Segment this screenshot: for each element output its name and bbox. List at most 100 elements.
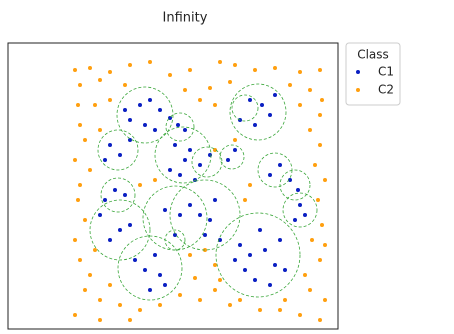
point xyxy=(128,118,132,122)
point xyxy=(178,173,182,177)
point xyxy=(178,213,182,217)
coverage-circle xyxy=(169,179,241,251)
point xyxy=(233,258,237,262)
coverage-circle xyxy=(282,192,318,228)
point xyxy=(73,158,77,162)
point xyxy=(76,103,80,107)
point xyxy=(316,198,320,202)
point xyxy=(123,108,127,112)
point xyxy=(298,103,302,107)
point xyxy=(188,68,192,72)
coverage-circle xyxy=(97,129,139,171)
point xyxy=(98,298,102,302)
point xyxy=(253,68,257,72)
point xyxy=(320,98,324,102)
point xyxy=(118,153,122,157)
point xyxy=(213,198,217,202)
point xyxy=(138,103,142,107)
coverage-circle xyxy=(191,146,223,178)
point xyxy=(198,298,202,302)
point xyxy=(73,238,77,242)
point xyxy=(148,288,152,292)
point xyxy=(158,303,162,307)
point xyxy=(218,60,222,64)
point xyxy=(193,276,197,280)
point xyxy=(308,128,312,132)
point xyxy=(203,248,207,252)
point xyxy=(108,70,112,74)
point xyxy=(98,128,102,132)
point xyxy=(208,218,212,222)
point xyxy=(138,308,142,312)
point xyxy=(76,198,80,202)
point xyxy=(118,228,122,232)
point xyxy=(228,303,232,307)
point xyxy=(308,88,312,92)
coverage-circle xyxy=(257,152,293,188)
coverage-circle xyxy=(279,169,311,201)
point xyxy=(176,123,180,127)
point xyxy=(208,86,212,90)
point xyxy=(188,253,192,257)
point xyxy=(273,263,277,267)
point xyxy=(213,103,217,107)
coverage-circle xyxy=(231,94,259,122)
point xyxy=(323,178,327,182)
coverage-circle xyxy=(89,199,151,261)
point xyxy=(318,68,322,72)
point xyxy=(218,238,222,242)
point xyxy=(168,168,172,172)
point xyxy=(73,68,77,72)
point xyxy=(78,123,82,127)
point xyxy=(303,273,307,277)
point xyxy=(78,183,82,187)
point xyxy=(128,223,132,227)
point xyxy=(278,308,282,312)
point xyxy=(298,313,302,317)
point xyxy=(318,143,322,147)
coverage-circle xyxy=(154,126,212,184)
point xyxy=(268,283,272,287)
point xyxy=(198,213,202,217)
point xyxy=(78,258,82,262)
legend-marker xyxy=(356,88,360,92)
point xyxy=(296,188,300,192)
point xyxy=(213,288,217,292)
legend-title: Class xyxy=(357,48,389,62)
point xyxy=(93,103,97,107)
point xyxy=(308,288,312,292)
point xyxy=(103,158,107,162)
point xyxy=(288,178,292,182)
point xyxy=(243,268,247,272)
point xyxy=(183,88,187,92)
point xyxy=(108,283,112,287)
coverage-circle xyxy=(215,212,301,298)
point xyxy=(183,158,187,162)
point xyxy=(258,228,262,232)
coverage-circle xyxy=(142,185,208,251)
point xyxy=(260,103,264,107)
point xyxy=(88,273,92,277)
coverage-circle xyxy=(164,229,186,251)
coverage-circle xyxy=(117,235,183,301)
point xyxy=(278,163,282,167)
point xyxy=(118,303,122,307)
point xyxy=(238,298,242,302)
point xyxy=(268,113,272,117)
point xyxy=(248,253,252,257)
point xyxy=(228,80,232,84)
point xyxy=(108,143,112,147)
point xyxy=(168,73,172,77)
point xyxy=(273,93,277,97)
point xyxy=(153,253,157,257)
chart-title: Infinity xyxy=(163,11,208,26)
point xyxy=(238,243,242,247)
point xyxy=(143,268,147,272)
coverage-circle xyxy=(219,144,245,170)
point xyxy=(248,98,252,102)
point xyxy=(113,188,117,192)
point xyxy=(188,148,192,152)
point xyxy=(248,183,252,187)
coverage-circle xyxy=(165,112,195,142)
